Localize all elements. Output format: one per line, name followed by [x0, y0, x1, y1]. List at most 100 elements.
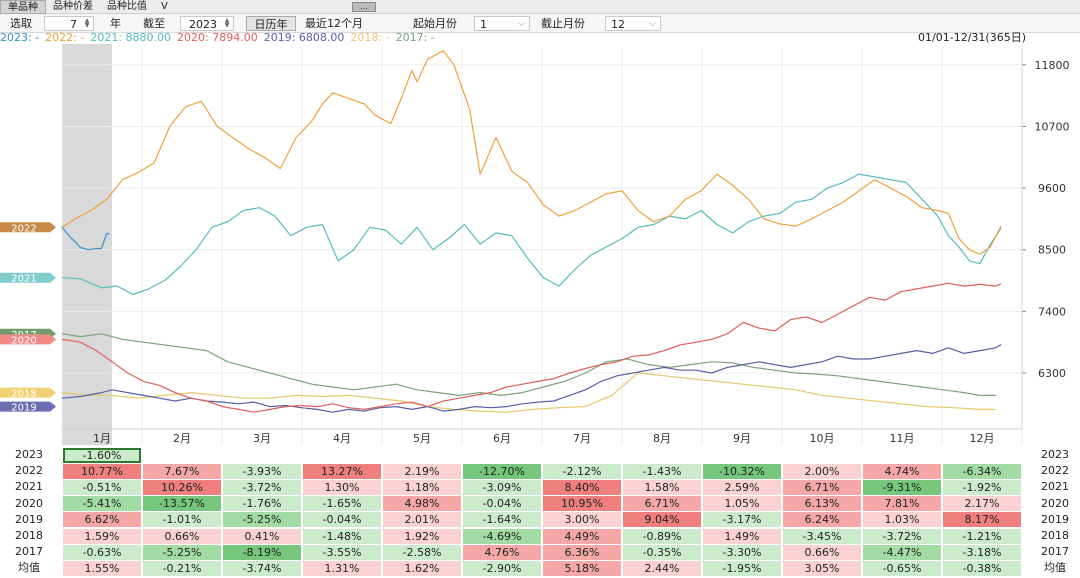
table-cell: 6.13% [783, 496, 861, 512]
legend-2017: 2017: - [395, 31, 435, 44]
table-cell: -12.70% [463, 463, 541, 479]
cutoff-label: 截至 [143, 17, 165, 30]
years-value: 7 [70, 18, 77, 31]
highlight-band [62, 44, 112, 445]
table-cell: 1.18% [383, 479, 461, 496]
tab-product-ratio[interactable]: 品种比值 [107, 0, 147, 12]
series-line-2021 [61, 173, 1002, 296]
start-month-select[interactable]: 1 ⌵ [474, 16, 530, 31]
x-tick-label: 10月 [810, 432, 835, 445]
row-year-label-right: 2021 [1041, 480, 1069, 494]
table-cell: 1.92% [383, 528, 461, 544]
row-year-label: 2023 [15, 448, 43, 461]
table-cell: -3.74% [223, 560, 301, 577]
tab-product-spread[interactable]: 品种价差 [53, 0, 93, 12]
legend-2019: 2019: 6808.00 [263, 31, 345, 44]
table-cell [943, 448, 1021, 463]
table-cell: -0.89% [623, 528, 701, 544]
table-cell: -0.35% [623, 544, 701, 560]
table-cell: 8.40% [543, 479, 621, 496]
table-cell: 2.44% [623, 560, 701, 577]
table-cell: -9.31% [863, 479, 941, 496]
stepper-arrows-icon[interactable]: ▲ ▼ [224, 17, 230, 29]
table-cell [543, 448, 621, 463]
table-cell: 6.71% [623, 496, 701, 512]
table-cell: 5.18% [543, 560, 621, 577]
table-cell: -5.25% [223, 512, 301, 528]
table-cell: -0.04% [463, 496, 541, 512]
y-tick-label: 10700 [1035, 120, 1070, 133]
years-stepper[interactable]: 7 ▲ ▼ [44, 16, 94, 31]
table-cell: -3.72% [223, 479, 301, 496]
table-cell: -3.17% [703, 512, 781, 528]
y-axis: 6300 7400 8500 9600 10700 11800 [62, 48, 1070, 429]
table-cell: 1.62% [383, 560, 461, 577]
table-cell: -3.45% [783, 528, 861, 544]
series-line-2020 [61, 282, 1002, 413]
x-tick-label: 12月 [970, 432, 995, 445]
marker-tag [0, 387, 56, 398]
table-cell: -1.21% [943, 528, 1021, 544]
marker-label: 2019 [11, 403, 36, 414]
legend-2020: 2020: 7894.00 [177, 31, 258, 44]
series-line-2017 [61, 333, 996, 396]
row-year-label-right: 2022 [1041, 464, 1069, 478]
current-period-highlight [62, 44, 112, 445]
table-cell: -0.21% [143, 560, 221, 577]
series-line-2023 [61, 226, 110, 251]
row-year-label: 2020 [15, 496, 43, 510]
series-line-2018 [61, 372, 996, 413]
more-button[interactable]: ... [352, 2, 376, 12]
series-marker-2019: 2019 [0, 401, 56, 414]
row-year-label: 2019 [15, 512, 43, 526]
tab-symbol[interactable]: V [161, 0, 168, 12]
x-tick-label: 11月 [890, 432, 915, 445]
table-cell: -8.19% [223, 544, 301, 560]
calendar-year-button[interactable]: 日历年 [246, 16, 296, 31]
table-cell: 4.49% [543, 528, 621, 544]
table-cell: -3.30% [703, 544, 781, 560]
series-line-2022 [61, 50, 1002, 255]
table-cell [143, 448, 221, 463]
table-cell: -4.47% [863, 544, 941, 560]
table-cell: 10.26% [143, 479, 221, 496]
stepper-arrows-icon[interactable]: ▲ ▼ [84, 17, 90, 29]
table-cell: 0.66% [783, 544, 861, 560]
select-label: 选取 [10, 17, 32, 30]
table-cell: 2.17% [943, 496, 1021, 512]
series-marker-2022: 2022 [0, 222, 56, 234]
table-cell: 1.59% [63, 528, 141, 544]
end-month-value: 12 [611, 18, 625, 31]
table-cell: -1.01% [143, 512, 221, 528]
table-cell: -0.38% [943, 560, 1021, 577]
table-cell: 9.04% [623, 512, 701, 528]
table-cell: -1.64% [463, 512, 541, 528]
cutoff-year-value: 2023 [189, 18, 217, 31]
table-cell: -1.92% [943, 479, 1021, 496]
recent-12-months-button[interactable]: 最近12个月 [305, 17, 363, 30]
cutoff-year-stepper[interactable]: 2023 ▲ ▼ [180, 16, 234, 31]
table-cell: -1.95% [703, 560, 781, 577]
row-year-label-right: 2019 [1041, 512, 1069, 526]
end-month-select[interactable]: 12 ⌵ [605, 16, 661, 31]
table-cell: -0.63% [63, 544, 141, 560]
row-year-label-right: 均值 [1044, 561, 1066, 575]
table-cell: -5.25% [143, 544, 221, 560]
x-axis: 1月 2月 3月 4月 5月 6月 7月 8月 9月 10月 11月 12月 [93, 432, 995, 445]
table-cell: -2.90% [463, 560, 541, 577]
row-year-label: 2017 [15, 545, 43, 559]
legend-2018: 2018: - [350, 31, 390, 44]
series-marker-2020: 2020 [0, 334, 56, 346]
table-cell: -4.69% [463, 528, 541, 544]
table-cell: 1.55% [63, 560, 141, 577]
x-tick-label: 9月 [733, 432, 751, 445]
table-cell [223, 448, 301, 463]
tab-single-product[interactable]: 单品种 [0, 0, 46, 14]
table-cell: -3.55% [303, 544, 381, 560]
table-cell [303, 448, 381, 463]
table-cell [783, 448, 861, 463]
table-cell: 2.19% [383, 463, 461, 479]
marker-tag [0, 401, 56, 412]
row-year-label: 均值 [18, 561, 40, 575]
